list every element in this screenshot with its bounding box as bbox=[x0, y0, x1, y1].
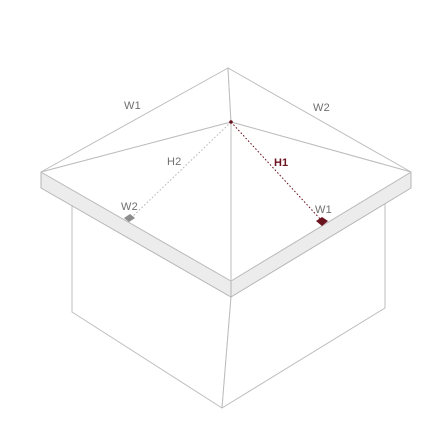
roof bbox=[40, 67, 412, 282]
apex-point bbox=[229, 120, 233, 124]
label-w2-top-right: W2 bbox=[313, 102, 330, 114]
h1-measurement-line bbox=[230, 121, 323, 222]
h2-base-marker bbox=[124, 214, 135, 222]
label-w1-front-right: W1 bbox=[315, 204, 332, 216]
label-h1: H1 bbox=[274, 157, 288, 169]
roof-face-front-right bbox=[230, 121, 412, 282]
label-h2: H2 bbox=[167, 156, 181, 168]
label-w2-front-left: W2 bbox=[121, 201, 138, 213]
h2-measurement-line bbox=[129, 121, 232, 220]
label-w1-top-left: W1 bbox=[124, 100, 141, 112]
h1-base-marker bbox=[316, 217, 328, 226]
